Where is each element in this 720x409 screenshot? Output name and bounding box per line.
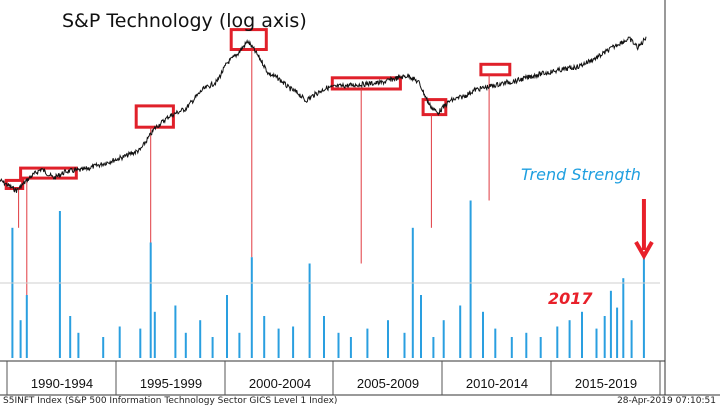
trend-bar [11,227,14,358]
trend-bar [622,278,625,358]
trend-bar [323,316,325,358]
trend-bar [277,328,280,358]
trend-bar [420,295,422,358]
trend-bar [149,242,152,358]
trend-bar [337,332,340,358]
trend-strength-bars [11,200,645,358]
trend-bar [616,307,619,358]
trend-bar [238,332,241,358]
x-axis [0,0,720,396]
chart-title: S&P Technology (log axis) [62,10,307,32]
highlight-box [479,62,512,77]
trend-bar [153,311,156,358]
trend-bar [595,328,598,358]
x-tick-label: 2015-2019 [574,376,638,391]
trend-bar [411,227,414,358]
trend-bar [263,316,266,358]
highlight-box [229,28,268,51]
trend-bar [199,320,202,358]
down-arrow-icon [634,199,654,261]
trend-bar [539,337,542,358]
trend-bar [581,311,583,358]
trend-bar [366,328,369,358]
reference-lines [18,49,490,295]
trend-bar [184,332,187,358]
trend-bar [642,257,645,358]
trend-bar [349,337,352,358]
trend-bar [174,305,177,358]
footer-source: S5INFT Index (S&P 500 Information Techno… [3,396,338,406]
trend-bar [432,337,435,358]
x-tick-label: 2000-2004 [248,376,312,391]
year-annotation: 2017 [548,289,593,308]
trend-bar [211,337,214,358]
trend-bar [69,316,72,358]
trend-bar [19,320,22,358]
trend-bar [494,328,497,358]
trend-strength-label: Trend Strength [521,165,641,184]
trend-bar [58,211,61,358]
trend-bar [25,295,28,358]
trend-bar [387,320,389,358]
price-line-group [0,36,647,193]
trend-bar [77,332,80,358]
x-tick-label: 1990-1994 [30,376,94,391]
price-line [0,36,647,193]
trend-bar [139,328,142,358]
trend-bar [482,311,484,358]
trend-bar [510,337,513,358]
trend-bar [603,316,606,358]
trend-bar [469,200,472,358]
trend-bar [568,320,571,358]
highlight-box [330,76,402,91]
trend-bar [308,263,311,358]
trend-bar [525,332,528,358]
trend-bar [102,337,105,358]
trend-bar [250,257,253,358]
x-tick-label: 2010-2014 [465,376,529,391]
x-tick-label: 1995-1999 [139,376,203,391]
footer-timestamp: 28-Apr-2019 07:10:51 [617,396,716,406]
trend-bar [609,290,612,358]
trend-bar [226,295,228,358]
trend-bar [630,320,633,358]
highlight-box [19,166,78,180]
trend-bar [442,320,445,358]
x-tick-label: 2005-2009 [356,376,420,391]
trend-bar [292,326,295,358]
trend-bar [459,305,462,358]
trend-bar [556,326,559,358]
trend-bar [118,326,121,358]
arrow-head [634,241,654,261]
trend-bar [403,332,406,358]
